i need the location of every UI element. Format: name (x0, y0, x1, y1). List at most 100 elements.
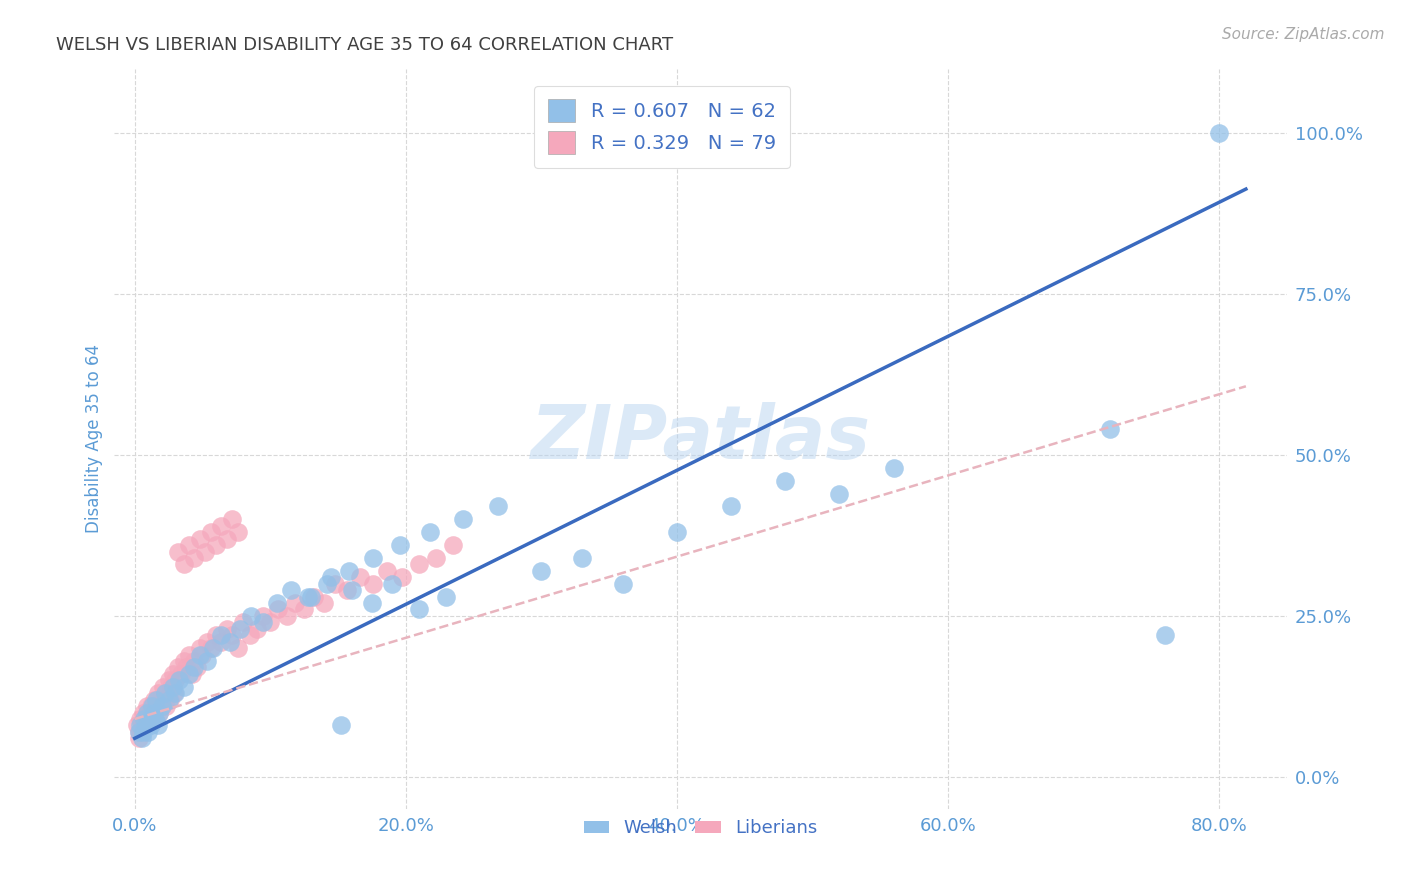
Point (321, 570, 343, 584)
Point (299, 590, 322, 604)
Point (162, 666, 184, 681)
Point (128, 731, 150, 746)
Point (391, 570, 413, 584)
Text: WELSH VS LIBERIAN DISABILITY AGE 35 TO 64 CORRELATION CHART: WELSH VS LIBERIAN DISABILITY AGE 35 TO 6… (56, 36, 673, 54)
Point (267, 602, 290, 616)
Point (441, 538, 464, 552)
Point (486, 500, 509, 514)
Point (221, 628, 243, 642)
Point (129, 718, 152, 732)
Point (215, 532, 238, 546)
Point (280, 583, 302, 598)
Point (139, 718, 162, 732)
Point (138, 712, 160, 726)
Point (143, 712, 166, 726)
Point (381, 576, 404, 591)
Point (361, 551, 384, 566)
Point (226, 641, 249, 656)
Point (226, 525, 249, 540)
Point (221, 512, 243, 526)
Point (302, 590, 325, 604)
Point (239, 628, 262, 642)
Point (408, 558, 430, 572)
Point (157, 692, 180, 706)
Point (159, 692, 181, 706)
Point (173, 680, 195, 694)
Point (211, 518, 233, 533)
Y-axis label: Disability Age 35 to 64: Disability Age 35 to 64 (86, 344, 103, 533)
Point (148, 706, 170, 720)
Point (314, 596, 336, 610)
Point (153, 686, 176, 700)
Point (155, 699, 177, 714)
Point (316, 576, 339, 591)
Point (188, 641, 211, 656)
Point (1208, 126, 1230, 140)
Point (132, 724, 155, 739)
Point (138, 712, 160, 726)
Point (612, 576, 634, 591)
Point (141, 699, 163, 714)
Point (191, 648, 214, 662)
Point (163, 686, 186, 700)
Point (177, 666, 200, 681)
Point (177, 648, 200, 662)
Point (183, 660, 205, 674)
Point (153, 692, 176, 706)
Point (174, 660, 197, 674)
Point (135, 718, 157, 732)
Point (202, 641, 225, 656)
Point (165, 673, 187, 688)
Point (205, 628, 228, 642)
Point (425, 551, 447, 566)
Point (145, 699, 167, 714)
Point (195, 654, 218, 668)
Point (266, 596, 288, 610)
Point (530, 564, 553, 578)
Point (323, 576, 346, 591)
Point (188, 648, 211, 662)
Point (170, 666, 193, 681)
Point (167, 544, 190, 558)
Point (143, 712, 166, 726)
Point (340, 583, 363, 598)
Point (773, 474, 796, 488)
Point (160, 680, 183, 694)
Point (134, 712, 156, 726)
Point (142, 692, 165, 706)
Point (194, 544, 217, 558)
Point (329, 718, 352, 732)
Point (195, 634, 218, 648)
Point (1099, 422, 1122, 436)
Point (148, 706, 170, 720)
Point (188, 532, 211, 546)
Point (149, 692, 172, 706)
Point (186, 660, 208, 674)
Text: Source: ZipAtlas.com: Source: ZipAtlas.com (1222, 27, 1385, 42)
Point (173, 654, 195, 668)
Point (135, 718, 157, 732)
Point (136, 706, 159, 720)
Point (142, 706, 165, 720)
Point (146, 718, 169, 732)
Point (205, 538, 228, 552)
Point (389, 538, 412, 552)
Point (434, 590, 457, 604)
Point (167, 660, 190, 674)
Point (360, 596, 382, 610)
Point (229, 622, 252, 636)
Point (162, 680, 184, 694)
Point (336, 583, 359, 598)
Point (128, 724, 150, 739)
Point (169, 673, 191, 688)
Point (165, 686, 187, 700)
Point (218, 634, 240, 648)
Point (183, 654, 205, 668)
Point (284, 596, 307, 610)
Point (292, 602, 315, 616)
Point (173, 558, 195, 572)
Point (337, 564, 360, 578)
Point (141, 706, 163, 720)
Point (215, 622, 238, 636)
Point (132, 706, 155, 720)
